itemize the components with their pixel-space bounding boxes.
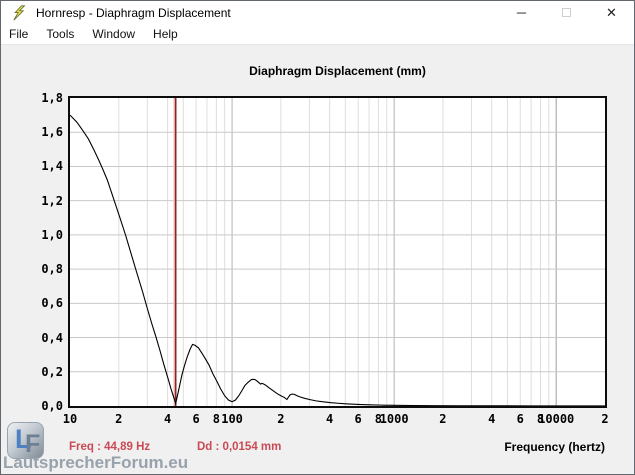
cursor-frequency-readout: Freq : 44,89 Hz [69, 441, 151, 453]
maximize-icon [562, 8, 571, 17]
menu-help[interactable]: Help [153, 26, 178, 41]
logo-letter-f: F [25, 430, 41, 458]
y-tick-label: 1,4 [41, 159, 63, 174]
x-tick-label: 4 [326, 412, 334, 426]
x-tick-label: 2 [115, 412, 123, 426]
title-bar: Hornresp - Diaphragm Displacement ─ ✕ [1, 1, 634, 24]
x-tick-label: 2 [601, 412, 609, 426]
x-tick-label: 1000 [379, 412, 409, 426]
x-tick-label: 8 [536, 412, 545, 426]
x-tick-label: 4 [488, 412, 496, 426]
lightning-bolt-icon [13, 4, 26, 21]
lautsprecherforum-logo-icon: L F [7, 422, 44, 459]
x-tick-label: 100 [221, 412, 243, 426]
x-tick-label: 6 [516, 412, 524, 426]
chart-title: Diaphragm Displacement (mm) [249, 64, 426, 78]
window-title: Hornresp - Diaphragm Displacement [36, 5, 231, 20]
y-tick-label: 0,0 [41, 399, 63, 413]
x-axis-title: Frequency (hertz) [504, 440, 605, 454]
x-tick-label: 4 [163, 412, 172, 426]
x-tick-label: 10000 [538, 412, 575, 426]
close-button[interactable]: ✕ [606, 4, 617, 20]
x-tick-label: 2 [277, 412, 285, 426]
plot-area[interactable] [68, 96, 607, 408]
minimize-button[interactable]: ─ [516, 5, 527, 20]
lautsprecherforum-watermark: LautsprecherForum.eu [3, 453, 189, 472]
y-tick-label: 0,8 [41, 262, 63, 277]
menu-tools[interactable]: Tools [46, 26, 75, 41]
menu-file[interactable]: File [9, 26, 29, 41]
maximize-button [544, 1, 589, 24]
menu-bar: File Tools Window Help [1, 24, 634, 45]
y-tick-label: 0,4 [41, 330, 63, 345]
y-tick-label: 1,0 [41, 227, 63, 242]
x-tick-label: 8 [374, 412, 383, 426]
y-tick-label: 0,2 [41, 364, 63, 379]
cursor-displacement-readout: Dd : 0,0154 mm [197, 441, 282, 453]
x-tick-label: 6 [354, 412, 362, 426]
y-tick-label: 1,6 [41, 125, 63, 140]
y-tick-label: 1,8 [41, 91, 63, 105]
menu-window[interactable]: Window [92, 26, 136, 41]
plot-svg [70, 98, 605, 406]
y-tick-label: 0,6 [41, 296, 63, 311]
x-tick-label: 6 [192, 412, 200, 426]
x-tick-label: 8 [212, 412, 220, 426]
x-tick-label: 2 [439, 412, 447, 426]
y-tick-label: 1,2 [41, 193, 63, 208]
x-tick-label: 10 [62, 412, 78, 426]
window-controls: ─ ✕ [499, 1, 634, 24]
logo-letter-l: L [15, 424, 32, 454]
displacement-curve [70, 114, 605, 406]
